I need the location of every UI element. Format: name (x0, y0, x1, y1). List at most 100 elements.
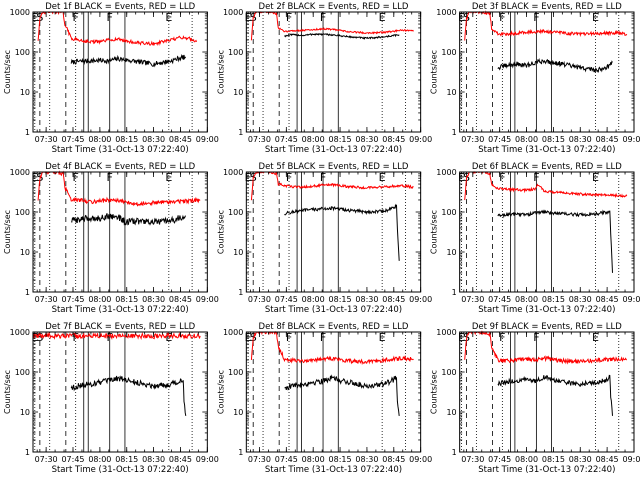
plot-frame (459, 11, 635, 133)
marker-label: F (107, 331, 113, 344)
x-tick-label: 08:30 (355, 135, 378, 144)
marker-label: F (286, 171, 292, 184)
x-tick-label: 08:30 (142, 455, 165, 464)
marker-label: F (107, 11, 113, 24)
x-tick-label: 07:45 (275, 455, 298, 464)
marker-label: E (165, 331, 172, 344)
x-tick-label: 07:45 (61, 135, 84, 144)
y-tick-label: 1000 (436, 8, 456, 17)
series-line (71, 213, 186, 226)
x-tick-label: 07:45 (275, 295, 298, 304)
y-tick-label: 100 (15, 48, 30, 57)
x-tick-label: 08:15 (542, 135, 565, 144)
marker-label: E (592, 11, 599, 24)
marker-label: F (533, 331, 539, 344)
chart-title: Det 4f BLACK = Events, RED = LLD (45, 162, 195, 172)
marker-label: E (379, 331, 386, 344)
x-tick-label: 07:30 (461, 455, 484, 464)
marker-label: S (36, 331, 43, 344)
series-line (464, 171, 628, 201)
x-tick-label: 08:45 (596, 455, 619, 464)
marker-label: F (286, 11, 292, 24)
y-tick-label: 100 (15, 208, 30, 217)
marker-label: F (73, 331, 79, 344)
x-tick-label: 08:15 (115, 295, 138, 304)
x-tick-label: 08:15 (115, 135, 138, 144)
x-tick-label: 08:00 (515, 295, 538, 304)
x-tick-label: 08:30 (142, 135, 165, 144)
marker-label: E (458, 171, 465, 184)
marker-label: F (533, 11, 539, 24)
series-line (32, 331, 201, 341)
x-tick-label: 07:45 (488, 295, 511, 304)
series-line (284, 374, 400, 416)
y-tick-label: 1000 (223, 8, 243, 17)
y-tick-label: 1000 (436, 168, 456, 177)
series-line (497, 57, 613, 73)
x-tick-label: 08:45 (382, 135, 405, 144)
x-tick-label: 08:45 (596, 295, 619, 304)
marker-label: F (73, 171, 79, 184)
x-tick-label: 08:15 (329, 455, 352, 464)
marker-label: F (499, 11, 505, 24)
x-tick-label: 08:30 (569, 455, 592, 464)
marker-label: E (31, 11, 38, 24)
x-tick-label: 09:00 (409, 295, 432, 304)
y-tick-label: 1000 (10, 328, 30, 337)
chart-title: Det 9f BLACK = Events, RED = LLD (472, 322, 622, 332)
x-tick-label: 09:00 (196, 295, 219, 304)
y-axis-label: Counts/sec (430, 50, 439, 94)
marker-label: F (286, 331, 292, 344)
y-tick-label: 1 (25, 448, 30, 457)
marker-label: E (165, 171, 172, 184)
y-tick-label: 1000 (223, 168, 243, 177)
y-tick-label: 10 (233, 408, 243, 417)
chart-title: Det 8f BLACK = Events, RED = LLD (259, 322, 409, 332)
marker-label: E (458, 331, 465, 344)
y-tick-label: 10 (233, 248, 243, 257)
y-tick-label: 10 (446, 248, 456, 257)
x-tick-label: 08:00 (515, 455, 538, 464)
x-axis-label: Start Time (31-Oct-13 07:22:40) (265, 465, 402, 475)
plot-frame (459, 331, 635, 453)
marker-label: E (245, 11, 252, 24)
chart-title: Det 7f BLACK = Events, RED = LLD (45, 322, 195, 332)
x-tick-label: 09:00 (622, 455, 640, 464)
x-tick-label: 08:30 (355, 455, 378, 464)
plot-frame (32, 171, 208, 293)
x-tick-label: 08:45 (169, 455, 192, 464)
x-tick-label: 08:45 (382, 295, 405, 304)
x-tick-label: 08:00 (302, 455, 325, 464)
series-line (70, 375, 187, 416)
x-tick-label: 08:45 (169, 135, 192, 144)
y-tick-label: 100 (228, 368, 243, 377)
chart-title: Det 3f BLACK = Events, RED = LLD (472, 2, 622, 12)
marker-label: F (320, 171, 326, 184)
x-axis-label: Start Time (31-Oct-13 07:22:40) (265, 305, 402, 315)
x-tick-label: 09:00 (196, 135, 219, 144)
x-tick-label: 07:45 (61, 295, 84, 304)
y-tick-label: 1 (452, 128, 457, 137)
y-axis-label: Counts/sec (430, 210, 439, 254)
marker-label: E (379, 171, 386, 184)
y-tick-label: 1 (238, 448, 243, 457)
x-tick-label: 08:00 (515, 135, 538, 144)
marker-label: F (107, 171, 113, 184)
x-tick-label: 08:30 (569, 135, 592, 144)
y-tick-label: 100 (441, 208, 456, 217)
x-tick-label: 08:15 (329, 135, 352, 144)
marker-label: E (31, 171, 38, 184)
y-axis-label: Counts/sec (216, 50, 225, 94)
x-tick-label: 08:45 (169, 295, 192, 304)
x-tick-label: 07:30 (35, 455, 58, 464)
x-tick-label: 08:45 (596, 135, 619, 144)
x-axis-label: Start Time (31-Oct-13 07:22:40) (478, 145, 615, 155)
x-axis-label: Start Time (31-Oct-13 07:22:40) (52, 145, 189, 155)
series-line (464, 10, 628, 41)
chart-title: Det 1f BLACK = Events, RED = LLD (45, 2, 195, 12)
